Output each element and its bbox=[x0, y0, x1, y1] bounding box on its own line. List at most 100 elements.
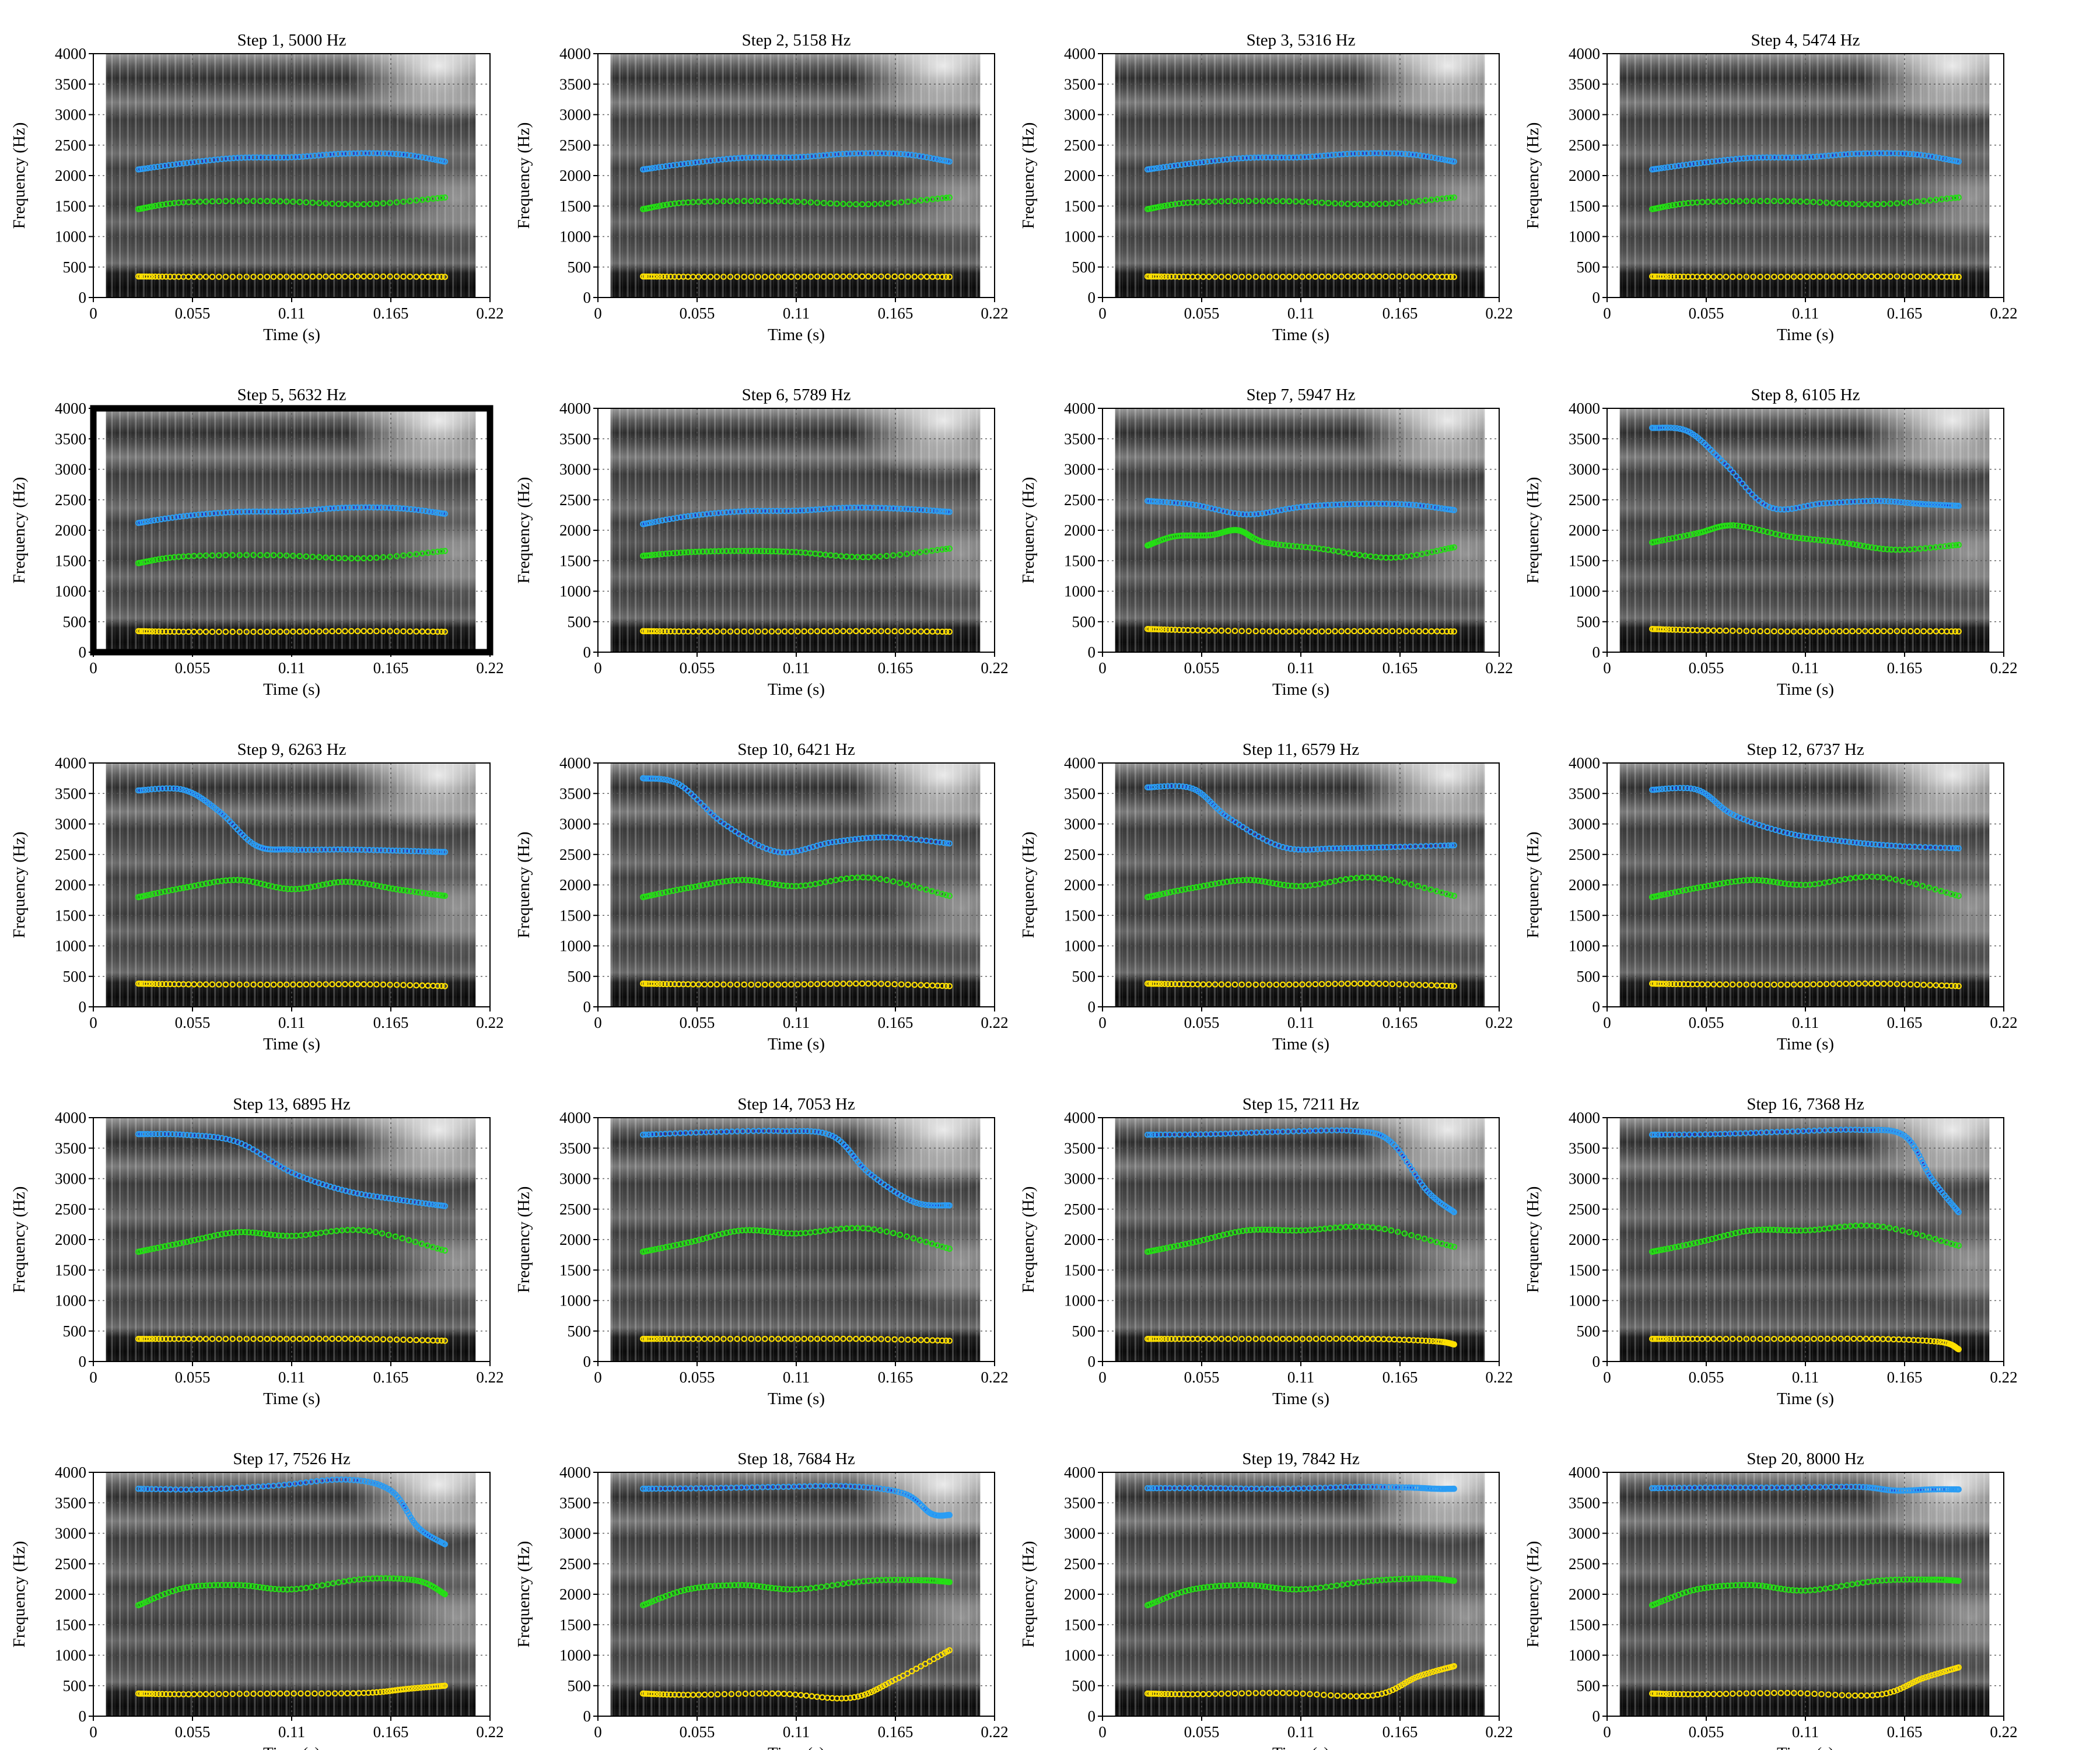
y-tick-label: 2000 bbox=[55, 876, 86, 894]
f2-track-point bbox=[1684, 532, 1690, 538]
f1-track-point bbox=[1176, 274, 1182, 280]
y-tick-label: 1000 bbox=[55, 937, 86, 955]
f2-track-point bbox=[1370, 201, 1376, 208]
f3-track-point bbox=[1824, 500, 1831, 506]
f1-track-point bbox=[1757, 274, 1763, 280]
f3-track-point bbox=[754, 154, 761, 161]
y-tick-label: 0 bbox=[79, 643, 87, 661]
f1-track-point bbox=[250, 981, 257, 988]
f1-track-point bbox=[442, 628, 448, 635]
f1-track-point bbox=[276, 628, 284, 635]
x-tick-label: 0.11 bbox=[1287, 1014, 1314, 1031]
f1-track-point bbox=[807, 628, 814, 635]
x-tick-label: 0.055 bbox=[1184, 304, 1220, 322]
f2-track-point bbox=[646, 552, 653, 559]
f1-track-point bbox=[1286, 628, 1293, 635]
f3-track-point bbox=[342, 150, 349, 157]
f3-track-point bbox=[288, 154, 295, 160]
f3-track-point bbox=[187, 512, 194, 519]
f3-track-point bbox=[397, 151, 403, 158]
f1-track-point bbox=[159, 273, 166, 280]
f3-track-point bbox=[1679, 162, 1686, 169]
y-tick-label: 2000 bbox=[1064, 876, 1096, 894]
y-tick-label: 0 bbox=[79, 998, 87, 1016]
f1-track-point bbox=[1843, 628, 1849, 635]
f3-track-points bbox=[640, 504, 953, 527]
f1-track-point bbox=[905, 628, 911, 635]
f2-track-point bbox=[346, 878, 353, 886]
f3-track-point bbox=[1690, 160, 1697, 167]
f2-track-point bbox=[696, 548, 702, 555]
f2-track-point bbox=[1382, 200, 1389, 207]
f1-track-point bbox=[1716, 274, 1723, 280]
y-tick-label: 4000 bbox=[55, 754, 86, 772]
f3-track-point bbox=[322, 846, 329, 853]
x-axis-label: Time (s) bbox=[768, 1035, 825, 1054]
y-axis-label: Frequency (Hz) bbox=[10, 1186, 29, 1293]
f1-track-points bbox=[1649, 273, 1962, 280]
f3-track-point bbox=[652, 164, 659, 171]
f3-track-point bbox=[1367, 501, 1374, 507]
f2-track-point bbox=[670, 550, 677, 556]
f3-track-point bbox=[158, 163, 164, 170]
f3-track-point bbox=[426, 848, 433, 855]
f3-track-point bbox=[1367, 150, 1374, 157]
f3-track-point bbox=[916, 506, 923, 513]
f2-track-point bbox=[419, 550, 426, 557]
f3-track-points bbox=[1649, 424, 1962, 513]
y-tick-label: 3500 bbox=[1064, 1139, 1096, 1157]
y-tick-label: 2500 bbox=[1569, 136, 1600, 154]
f3-track-point bbox=[1270, 508, 1277, 515]
f3-track-point bbox=[199, 158, 205, 164]
f2-track-point bbox=[707, 198, 714, 205]
f3-track-point bbox=[1665, 424, 1671, 431]
f2-track-point bbox=[1704, 198, 1711, 205]
f1-track-points bbox=[1144, 273, 1457, 280]
f3-track-point bbox=[429, 509, 436, 516]
f3-track-point bbox=[148, 786, 155, 793]
f3-track-point bbox=[878, 150, 886, 157]
f1-track-point bbox=[701, 274, 708, 280]
f3-track-point bbox=[1752, 494, 1759, 501]
x-tick-label: 0.165 bbox=[373, 659, 409, 677]
f3-track-point bbox=[930, 508, 937, 514]
f3-track-point bbox=[1451, 158, 1457, 165]
y-tick-label: 1500 bbox=[55, 552, 86, 569]
f3-track-point bbox=[758, 508, 765, 514]
f1-track-point bbox=[250, 628, 257, 635]
y-tick-label: 0 bbox=[583, 1353, 592, 1370]
x-tick-label: 0.165 bbox=[878, 1723, 914, 1741]
f3-track-point bbox=[1193, 502, 1199, 509]
f1-track-point bbox=[413, 982, 419, 989]
f2-track-point bbox=[300, 885, 307, 892]
x-tick-label: 0.055 bbox=[1689, 1368, 1724, 1386]
f3-track-point bbox=[1808, 502, 1815, 508]
f3-track-point bbox=[901, 151, 908, 158]
f1-track-point bbox=[865, 628, 872, 635]
y-tick-label: 2500 bbox=[559, 491, 591, 509]
f3-track-point bbox=[1178, 500, 1185, 507]
f2-track-point bbox=[202, 552, 209, 559]
f3-track-point bbox=[649, 164, 656, 172]
f1-track-point bbox=[152, 273, 159, 280]
f2-track-point bbox=[891, 200, 898, 206]
f2-track-point bbox=[1710, 198, 1717, 205]
f1-track-point bbox=[152, 628, 159, 635]
y-tick-label: 3500 bbox=[559, 430, 591, 447]
f2-track-point bbox=[362, 880, 369, 887]
f1-track-point bbox=[149, 273, 156, 280]
f3-track-point bbox=[739, 155, 746, 161]
f2-track-points bbox=[1649, 522, 1962, 553]
x-axis-label: Time (s) bbox=[1272, 1390, 1329, 1408]
f1-track-point bbox=[1370, 273, 1376, 280]
f3-track-point bbox=[1845, 150, 1852, 158]
f1-track-point bbox=[335, 981, 342, 988]
f1-track-point bbox=[380, 628, 387, 635]
f1-track-point bbox=[1389, 628, 1396, 635]
f1-track-point bbox=[939, 274, 946, 280]
x-tick-label: 0.22 bbox=[1485, 659, 1513, 677]
f1-track-point bbox=[671, 628, 678, 635]
f3-track-point bbox=[162, 515, 168, 522]
f3-track-point bbox=[1888, 498, 1895, 505]
f2-track-point bbox=[146, 204, 153, 211]
